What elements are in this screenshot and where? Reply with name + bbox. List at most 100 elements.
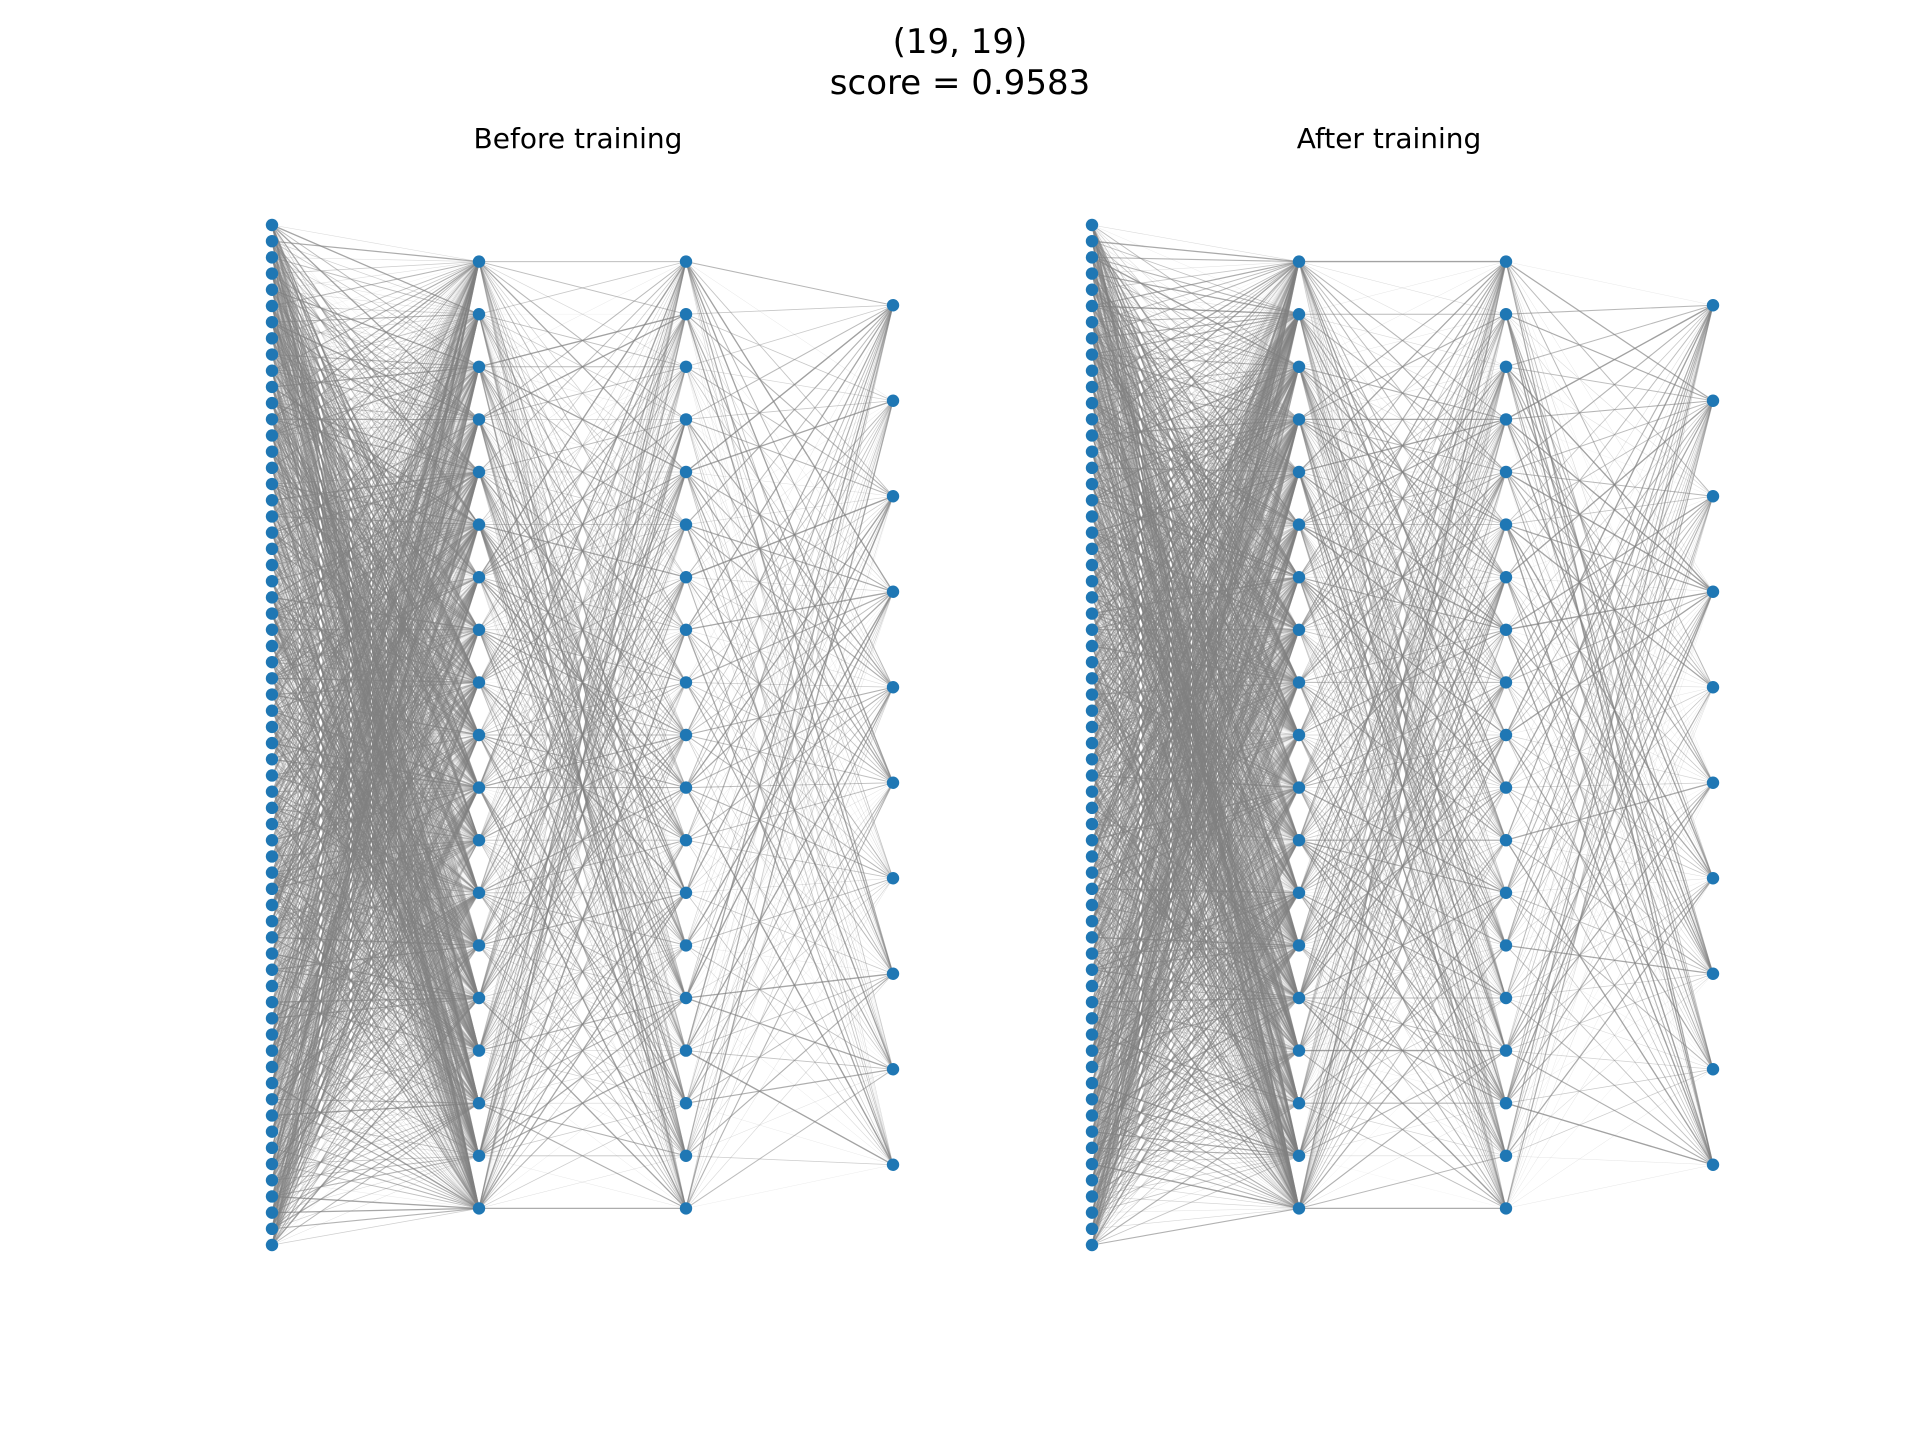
edge — [1091, 1155, 1300, 1165]
edge — [271, 224, 480, 788]
neuron-layer-2 — [1499, 623, 1513, 636]
edge — [685, 782, 894, 946]
edge — [478, 366, 687, 999]
edge — [1091, 1102, 1300, 1214]
edge — [478, 313, 687, 683]
edge — [1505, 782, 1714, 788]
edge — [1091, 314, 1300, 1084]
edge — [271, 839, 480, 1003]
edge — [685, 305, 894, 946]
edge — [271, 314, 480, 889]
neuron-layer-0 — [265, 898, 279, 912]
neuron-layer-3 — [886, 681, 900, 694]
edge — [1298, 261, 1507, 1156]
edge — [1091, 261, 1300, 711]
neuron-layer-0 — [265, 1044, 279, 1057]
neuron-layer-0 — [265, 1157, 279, 1171]
edge — [271, 1099, 480, 1157]
edge — [478, 892, 687, 1104]
neuron-layer-0 — [1085, 817, 1099, 831]
neuron-layer-0 — [1085, 866, 1099, 879]
edge — [271, 261, 480, 663]
edge — [271, 888, 480, 1209]
edge — [685, 419, 894, 1070]
edge — [685, 734, 894, 1165]
neuron-layer-0 — [265, 591, 279, 604]
neuron-layer-2 — [679, 781, 693, 794]
edge — [271, 314, 480, 1051]
edge — [271, 840, 480, 1165]
edge — [1091, 366, 1300, 1181]
edge — [271, 787, 480, 1246]
edge — [271, 261, 480, 533]
edge — [271, 354, 480, 630]
edge — [478, 261, 687, 999]
edge — [1091, 261, 1300, 404]
edge — [1091, 997, 1300, 1165]
neuron-layer-0 — [1085, 526, 1099, 539]
edge — [1091, 892, 1300, 1246]
edge — [1091, 1050, 1300, 1181]
edge — [271, 892, 480, 1229]
edge — [685, 471, 894, 1165]
neuron-layer-0 — [1085, 267, 1099, 280]
edge — [1298, 892, 1507, 1209]
edge — [271, 1050, 480, 1246]
edge — [1091, 577, 1300, 1229]
neuron-layer-2 — [1499, 939, 1513, 952]
edge — [1091, 366, 1300, 954]
edge — [1091, 734, 1300, 1084]
neuron-layer-0 — [1085, 1060, 1099, 1074]
edge — [685, 495, 894, 999]
edge — [1091, 314, 1300, 906]
edge — [271, 261, 480, 1116]
edge — [1091, 774, 1300, 841]
edge — [1505, 261, 1714, 783]
edge — [271, 366, 480, 1051]
edge — [1091, 261, 1300, 1019]
edge — [271, 742, 480, 1104]
edge — [1091, 261, 1300, 630]
edge — [1505, 471, 1714, 1070]
neuron-layer-1 — [1292, 939, 1306, 952]
edge — [1091, 682, 1300, 1051]
edge — [1091, 261, 1300, 388]
neuron-layer-2 — [679, 939, 693, 952]
edge — [1091, 682, 1300, 1246]
edge — [271, 1147, 480, 1156]
edge — [685, 629, 894, 688]
edge — [1505, 945, 1714, 1166]
edge — [1091, 419, 1300, 1100]
edge — [1505, 734, 1714, 974]
edge — [1091, 1147, 1300, 1209]
neuron-layer-2 — [679, 623, 693, 636]
edge — [478, 734, 687, 1156]
edge — [1091, 734, 1300, 1246]
edge — [1091, 694, 1300, 999]
edge — [1091, 1050, 1300, 1209]
edge — [1505, 495, 1714, 683]
edge — [271, 314, 480, 711]
edge — [1091, 314, 1300, 517]
edge — [271, 500, 480, 1209]
edge — [1091, 787, 1300, 1229]
neuron-layer-3 — [1706, 681, 1720, 694]
edge — [271, 1001, 480, 1104]
edge — [1505, 591, 1714, 894]
panel-title-before: Before training — [473, 122, 683, 155]
edge — [1505, 1050, 1714, 1166]
edge — [1505, 471, 1714, 974]
edge — [1505, 782, 1714, 841]
neuron-layer-0 — [1085, 1109, 1099, 1122]
edge — [478, 314, 687, 1051]
edge — [478, 682, 687, 1209]
edge — [271, 945, 480, 1230]
neuron-layer-0 — [265, 995, 279, 1009]
edge — [1298, 945, 1507, 1209]
edge — [685, 496, 894, 1051]
edge — [478, 261, 687, 367]
edge — [685, 496, 894, 1156]
edge — [1091, 261, 1300, 436]
edge — [271, 1115, 480, 1209]
edge — [478, 261, 687, 1051]
